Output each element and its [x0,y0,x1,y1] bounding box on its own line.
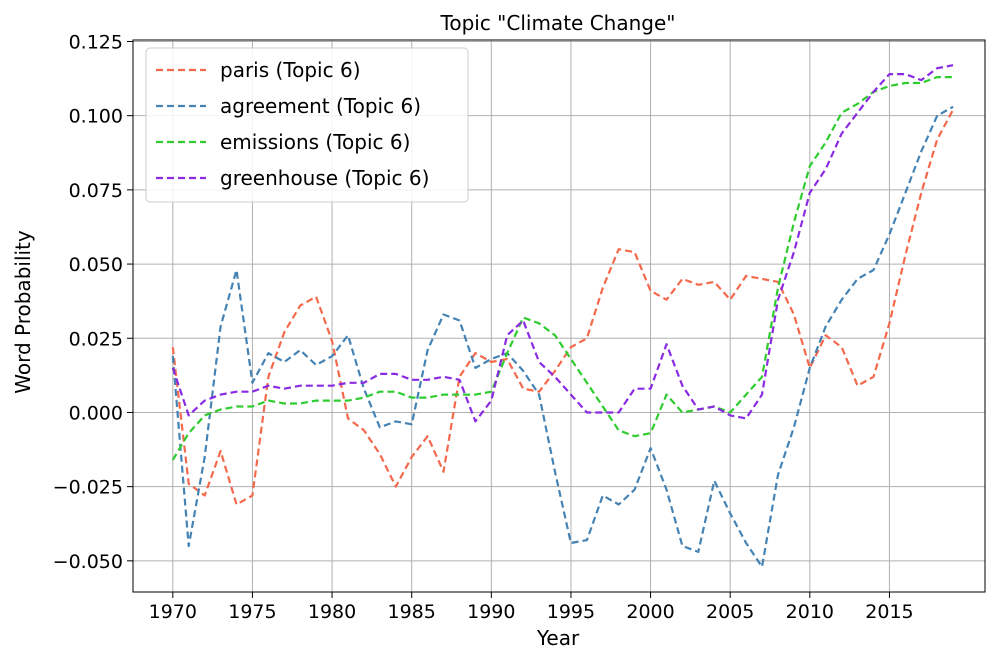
series-line-0 [171,109,955,506]
x-axis-label: Year [536,626,580,650]
x-tick-label: 1990 [467,601,515,623]
x-tick-label: 1995 [547,601,595,623]
series-line-3 [171,64,954,423]
legend: paris (Topic 6) agreement (Topic 6) emissi… [145,47,469,203]
chart-title: Topic "Climate Change" [440,11,676,35]
x-tick-label: 1970 [149,601,197,623]
x-tick-label: 1980 [308,601,356,623]
legend-label: paris (Topic 6) [220,58,361,82]
y-tick-label: 0.025 [69,328,123,350]
legend-label: greenhouse (Topic 6) [220,166,429,190]
y-tick-label: −0.050 [53,551,123,573]
y-tick-label: 0.125 [69,31,123,53]
x-tick-label: 2015 [865,601,913,623]
series-line-1 [171,105,954,568]
y-tick-label: 0.075 [69,180,123,202]
x-tick-label: 1975 [228,601,276,623]
x-tick-label: 1985 [388,601,436,623]
legend-box [145,47,469,203]
axis-ticks: 1970 1975 1980 1985 1990 1995 2000 2005 2010 2015… [53,31,914,623]
y-tick-label: 0.000 [69,402,123,424]
x-tick-label: 2005 [706,601,754,623]
y-tick-label: 0.050 [69,254,123,276]
x-tick-label: 2000 [626,601,674,623]
legend-label: emissions (Topic 6) [220,130,410,154]
y-tick-label: −0.025 [53,477,123,499]
legend-label: agreement (Topic 6) [220,94,421,118]
series-lines [171,64,955,568]
x-tick-label: 2010 [786,601,834,623]
series-line-2 [171,75,954,461]
y-tick-label: 0.100 [69,106,123,128]
plot-frame [132,39,986,593]
y-axis-label: Word Probability [11,230,35,394]
